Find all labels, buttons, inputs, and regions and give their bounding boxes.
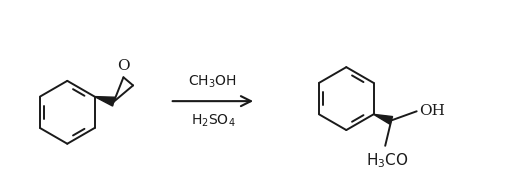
- Text: CH$_3$OH: CH$_3$OH: [188, 74, 237, 90]
- Text: H$_3$CO: H$_3$CO: [367, 151, 409, 170]
- Text: H$_2$SO$_4$: H$_2$SO$_4$: [190, 112, 235, 129]
- Text: O: O: [117, 59, 130, 73]
- Text: OH: OH: [419, 104, 445, 118]
- Polygon shape: [374, 114, 393, 124]
- Polygon shape: [95, 97, 115, 106]
